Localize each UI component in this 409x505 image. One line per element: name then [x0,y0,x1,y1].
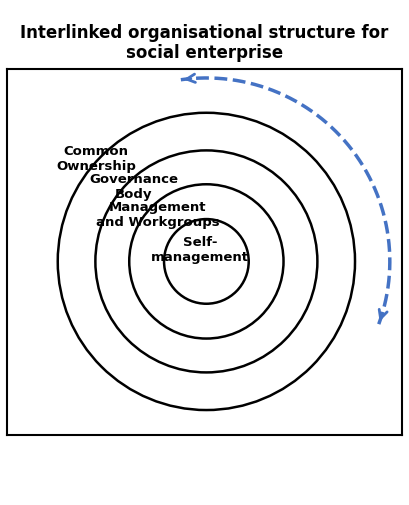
Text: Common
Ownership: Common Ownership [56,144,136,173]
Title: Interlinked organisational structure for
social enterprise: Interlinked organisational structure for… [20,24,389,62]
Text: Self-
management: Self- management [151,236,249,264]
Text: Management
and Workgroups: Management and Workgroups [96,201,219,229]
Text: Governance
Body: Governance Body [90,173,178,201]
